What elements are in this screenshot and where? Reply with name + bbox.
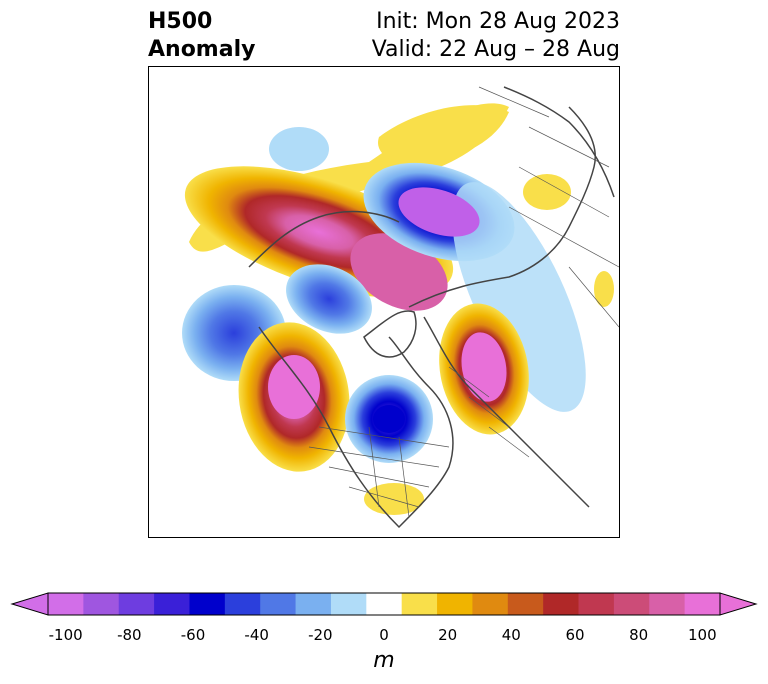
anomaly-map-canvas bbox=[182, 86, 619, 529]
title-variable: H500 bbox=[148, 9, 213, 34]
colorbar-swatch bbox=[543, 593, 580, 615]
europe-coast bbox=[423, 316, 590, 508]
colorbar-tick-label: 60 bbox=[565, 626, 585, 644]
positive-anomaly-east-asia bbox=[594, 271, 614, 307]
colorbar-swatch bbox=[649, 593, 686, 615]
colorbar-tick-label: -20 bbox=[308, 626, 333, 644]
colorbar-swatch bbox=[684, 593, 721, 615]
coastlines bbox=[248, 86, 615, 529]
colorbar-swatch bbox=[401, 593, 438, 615]
title-valid-range: Valid: 22 Aug – 28 Aug bbox=[371, 37, 620, 62]
north-america-coast bbox=[258, 326, 454, 529]
plot-title-right: Init: Mon 28 Aug 2023 Valid: 22 Aug – 28… bbox=[372, 8, 620, 64]
colorbar-swatch bbox=[83, 593, 120, 615]
greenland-coast bbox=[363, 310, 417, 358]
colorbar-swatch bbox=[437, 593, 473, 615]
colorbar-swatch bbox=[118, 593, 155, 615]
colorbar-high-extension bbox=[719, 592, 758, 616]
colorbar-swatch bbox=[48, 593, 84, 615]
colorbar-swatch bbox=[578, 593, 615, 615]
colorbar bbox=[10, 592, 758, 616]
colorbar-tick-label: -100 bbox=[48, 626, 83, 644]
colorbar-tick-label: 40 bbox=[501, 626, 521, 644]
colorbar-tick-label: 100 bbox=[687, 626, 717, 644]
negative-anomaly-greenland bbox=[269, 127, 329, 171]
colorbar-unit-label: m bbox=[373, 648, 395, 673]
eurasia-coast bbox=[408, 106, 596, 308]
colorbar-low-extension bbox=[10, 592, 49, 616]
colorbar-swatch bbox=[472, 593, 509, 615]
title-init-date: Init: Mon 28 Aug 2023 bbox=[376, 9, 620, 34]
anomaly-map bbox=[148, 66, 620, 538]
colorbar-swatches bbox=[48, 593, 721, 615]
colorbar-tick-label: -40 bbox=[244, 626, 269, 644]
positive-anomaly-europe-core bbox=[461, 332, 507, 402]
colorbar-swatch bbox=[330, 593, 367, 615]
positive-anomaly-west-na-core bbox=[268, 355, 320, 419]
negative-anomaly-hudson-core bbox=[373, 405, 405, 433]
asia-east-coast bbox=[503, 86, 615, 198]
title-field: Anomaly bbox=[148, 37, 256, 62]
negative-anomaly-alaska bbox=[286, 264, 372, 334]
colorbar-swatch bbox=[507, 593, 544, 615]
colorbar-swatch bbox=[224, 593, 261, 615]
colorbar-tick-label: -60 bbox=[180, 626, 206, 644]
colorbar-swatch bbox=[189, 593, 226, 615]
negative-anomaly-siberia-core bbox=[398, 187, 480, 237]
colorbar-swatch bbox=[613, 593, 650, 615]
colorbar-tick-label: 80 bbox=[629, 626, 649, 644]
colorbar-outline bbox=[47, 592, 721, 616]
positive-anomaly-north-atlantic bbox=[378, 105, 509, 167]
positive-anomaly-siberia-east bbox=[523, 174, 571, 210]
colorbar-swatch bbox=[260, 593, 297, 615]
negative-anomaly-siberia-outer bbox=[452, 182, 586, 412]
border-lines-europe bbox=[448, 366, 530, 458]
colorbar-swatch bbox=[366, 593, 403, 615]
plot-title-left: H500 Anomaly bbox=[148, 8, 255, 64]
colorbar-tick-label: 20 bbox=[438, 626, 458, 644]
border-lines-eurasia bbox=[478, 86, 619, 328]
colorbar-swatch bbox=[154, 593, 190, 615]
political-borders bbox=[308, 86, 619, 518]
alaska-coast bbox=[248, 210, 400, 268]
colorbar-swatch bbox=[295, 593, 332, 615]
colorbar-tick-label: -80 bbox=[117, 626, 142, 644]
colorbar-tick-label: 0 bbox=[379, 626, 389, 644]
border-lines-north-america bbox=[308, 426, 450, 518]
